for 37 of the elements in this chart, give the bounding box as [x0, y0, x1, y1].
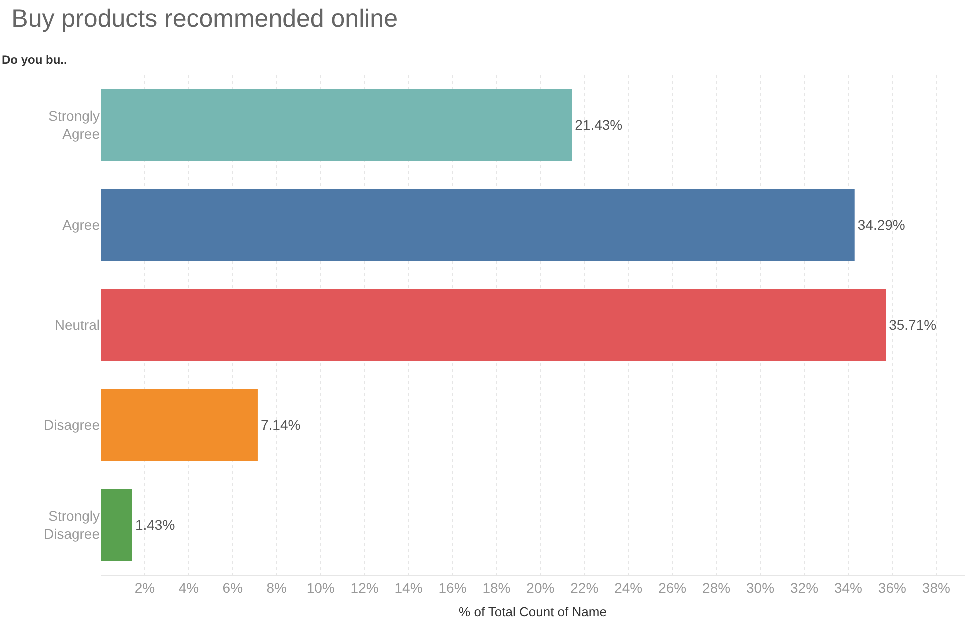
x-tick-label: 32% [790, 580, 819, 596]
x-tick-label: 20% [526, 580, 555, 596]
y-tick-label: Strongly Agree [48, 108, 100, 142]
data-label: 34.29% [858, 217, 906, 233]
bar [101, 489, 132, 561]
x-tick-label: 38% [922, 580, 950, 596]
x-tick-label: 30% [746, 580, 775, 596]
x-axis-title: % of Total Count of Name [459, 604, 607, 620]
data-label: 1.43% [135, 517, 176, 533]
x-tick-label: 4% [178, 580, 200, 596]
y-tick-label: Neutral [54, 316, 100, 333]
y-tick-label: Strongly Disagree [44, 508, 100, 542]
x-tick-label: 26% [658, 580, 687, 596]
x-tick-label: 8% [266, 580, 287, 596]
bar [101, 189, 855, 261]
x-tick-label: 36% [878, 580, 906, 596]
x-tick-label: 24% [614, 580, 643, 596]
data-label: 7.14% [260, 417, 301, 433]
x-tick-label: 22% [570, 580, 599, 596]
x-tick-label: 16% [438, 580, 467, 596]
x-tick-label: 14% [394, 580, 423, 596]
y-tick-label: Agree [62, 216, 100, 233]
x-tick-label: 18% [482, 580, 511, 596]
x-tick-label: 12% [350, 580, 379, 596]
x-tick-label: 28% [702, 580, 731, 596]
x-tick-label: 2% [134, 580, 156, 596]
y-axis-title: Do you bu.. [2, 53, 68, 67]
bar [101, 389, 258, 461]
x-tick-label: 6% [222, 580, 244, 596]
y-tick-label: Disagree [44, 416, 100, 433]
chart-title: Buy products recommended online [12, 5, 398, 34]
data-label: 35.71% [889, 317, 937, 333]
x-tick-label: 34% [834, 580, 862, 596]
data-label: 21.43% [575, 117, 623, 133]
bar [101, 289, 886, 361]
bar [101, 89, 572, 161]
x-tick-label: 10% [306, 580, 335, 596]
